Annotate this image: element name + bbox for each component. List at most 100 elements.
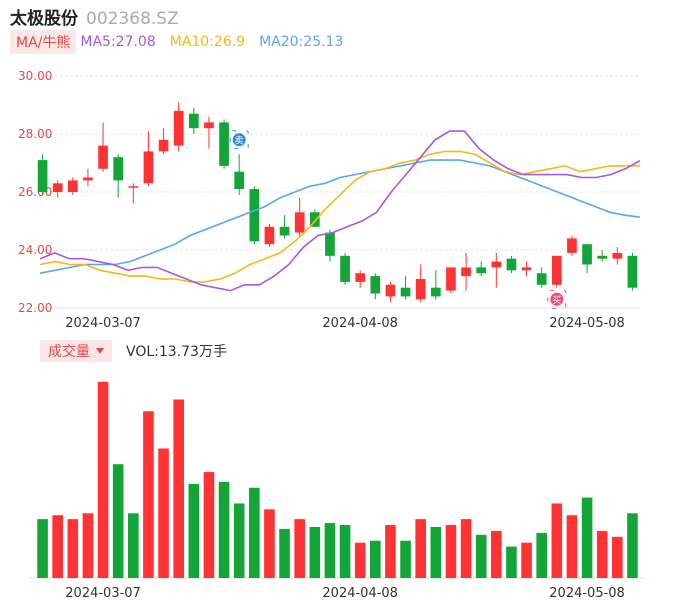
candle-body bbox=[98, 145, 108, 169]
marker-dot bbox=[550, 292, 564, 306]
ma10-line bbox=[39, 150, 640, 283]
candle-body bbox=[113, 157, 124, 181]
candle-body bbox=[188, 113, 199, 129]
volume-legend: 成交量 VOL:13.73万手 bbox=[40, 340, 227, 362]
marker-label: 买 bbox=[552, 295, 561, 306]
candle-body bbox=[400, 287, 411, 297]
volume-bar bbox=[536, 532, 547, 578]
candle-body bbox=[309, 212, 320, 227]
candle-body bbox=[430, 287, 441, 297]
candle-body bbox=[279, 226, 290, 236]
sell-signal-icon: 卖 bbox=[229, 130, 249, 150]
candle-body bbox=[219, 122, 229, 166]
volume-x-tick-label: 2024-03-07 bbox=[65, 586, 141, 601]
candle-body bbox=[67, 180, 78, 192]
candle-body bbox=[325, 232, 335, 256]
volume-bar bbox=[173, 399, 184, 578]
candle-body bbox=[597, 255, 608, 259]
candle-body bbox=[249, 189, 260, 242]
candle-body bbox=[551, 255, 562, 285]
ma5-legend: MA5:27.08 bbox=[80, 34, 156, 50]
candle-body bbox=[415, 279, 426, 300]
volume-bar bbox=[218, 481, 230, 578]
volume-bar bbox=[279, 528, 290, 578]
candle-body bbox=[582, 244, 592, 265]
x-tick-label: 2024-04-08 bbox=[322, 316, 398, 330]
volume-bar bbox=[339, 525, 351, 578]
candle-body bbox=[476, 267, 487, 274]
volume-bar bbox=[112, 464, 124, 578]
volume-bar bbox=[506, 546, 517, 578]
candle-body bbox=[143, 151, 154, 184]
volume-bar bbox=[415, 519, 426, 578]
volume-bar bbox=[158, 448, 169, 578]
candle-body bbox=[355, 273, 366, 282]
volume-bar bbox=[491, 530, 502, 578]
volume-bar bbox=[521, 542, 532, 578]
volume-bar bbox=[128, 513, 139, 578]
volume-bar bbox=[566, 515, 578, 578]
candle-body bbox=[234, 171, 245, 190]
candle-body bbox=[612, 252, 623, 259]
volume-bar bbox=[294, 519, 305, 578]
candle-body bbox=[158, 139, 169, 152]
buy-signal-icon: 买 bbox=[547, 289, 567, 309]
ma-type-tag[interactable]: MA/牛熊 bbox=[10, 30, 77, 54]
volume-bar bbox=[37, 519, 48, 578]
candle-body bbox=[128, 186, 139, 188]
candle-body bbox=[264, 226, 275, 245]
marker-dot bbox=[232, 133, 246, 147]
candle-body bbox=[370, 276, 381, 294]
candle-body bbox=[83, 177, 93, 181]
x-tick-label: 2024-05-08 bbox=[549, 316, 625, 330]
volume-x-tick-label: 2024-04-08 bbox=[322, 586, 398, 601]
volume-bar bbox=[249, 487, 260, 578]
volume-bar bbox=[52, 515, 63, 578]
volume-value: VOL:13.73万手 bbox=[126, 344, 227, 360]
candle-body bbox=[506, 258, 517, 271]
volume-bar bbox=[97, 381, 109, 578]
ma5-line bbox=[39, 130, 641, 292]
volume-bar bbox=[264, 509, 275, 578]
volume-bar bbox=[203, 472, 215, 578]
volume-bar bbox=[233, 503, 245, 578]
y-tick-label: 22.00 bbox=[18, 301, 52, 315]
candle-body bbox=[52, 183, 63, 192]
candle-body bbox=[173, 110, 184, 146]
volume-bar bbox=[67, 519, 79, 578]
volume-bar bbox=[354, 542, 366, 578]
volume-bar bbox=[475, 534, 487, 578]
volume-bar bbox=[551, 503, 563, 578]
chevron-down-icon bbox=[96, 348, 104, 354]
ma-legend: MA/牛熊 MA5:27.08 MA10:26.9 MA20:25.13 bbox=[10, 30, 343, 54]
volume-bar bbox=[430, 526, 442, 578]
marker-frame bbox=[547, 289, 567, 309]
y-tick-label: 24.00 bbox=[18, 243, 52, 257]
candle-body bbox=[446, 267, 456, 291]
volume-bar bbox=[309, 526, 321, 578]
volume-bar bbox=[324, 523, 336, 578]
volume-bar bbox=[460, 519, 472, 578]
volume-bar bbox=[596, 530, 608, 578]
volume-bar bbox=[445, 525, 457, 578]
marker-label: 卖 bbox=[235, 135, 244, 146]
volume-type-dropdown[interactable]: 成交量 bbox=[40, 340, 112, 362]
volume-x-tick-label: 2024-05-08 bbox=[549, 586, 625, 601]
volume-type-label: 成交量 bbox=[48, 344, 90, 360]
x-tick-label: 2024-03-07 bbox=[65, 316, 141, 330]
candle-body bbox=[461, 267, 471, 277]
stock-header: 太极股份 002368.SZ bbox=[10, 4, 179, 29]
ma20-line bbox=[39, 159, 641, 274]
y-tick-label: 28.00 bbox=[18, 127, 52, 141]
volume-bar bbox=[400, 540, 411, 578]
volume-bar bbox=[143, 411, 154, 578]
stock-code: 002368.SZ bbox=[86, 9, 179, 29]
candle-body bbox=[37, 160, 48, 192]
candle-body bbox=[521, 267, 532, 271]
candle-body bbox=[491, 261, 502, 268]
volume-bar bbox=[581, 497, 593, 578]
candle-body bbox=[567, 238, 577, 253]
candle-body bbox=[536, 273, 547, 285]
candle-body bbox=[385, 284, 396, 297]
